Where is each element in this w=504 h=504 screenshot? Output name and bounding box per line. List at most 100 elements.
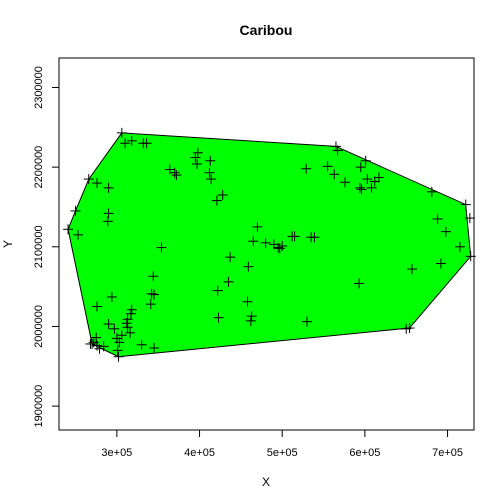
data-point — [369, 176, 380, 187]
data-point — [85, 338, 96, 349]
data-point — [329, 169, 340, 180]
data-point — [171, 170, 182, 181]
data-point — [404, 323, 415, 334]
data-point — [426, 186, 437, 197]
data-point — [149, 342, 160, 353]
data-point — [126, 135, 137, 146]
data-point — [454, 241, 465, 252]
data-point — [252, 221, 263, 232]
data-point — [120, 138, 131, 149]
data-point — [260, 237, 271, 248]
data-point — [223, 276, 234, 287]
data-point — [273, 242, 284, 253]
data-point — [149, 289, 160, 300]
data-point — [332, 145, 343, 156]
data-point — [302, 316, 313, 327]
y-tick-label: 2100000 — [33, 225, 45, 268]
data-point — [362, 174, 373, 185]
y-tick-label: 2200000 — [33, 146, 45, 189]
data-point — [206, 174, 217, 185]
data-point — [360, 155, 371, 166]
data-point — [242, 296, 253, 307]
data-point — [440, 226, 451, 237]
data-point — [245, 315, 256, 326]
data-point — [122, 322, 133, 333]
data-point — [435, 258, 446, 269]
data-point — [83, 174, 94, 185]
y-axis-label: Y — [1, 240, 15, 248]
data-point — [217, 190, 228, 201]
data-point — [103, 319, 114, 330]
data-point — [355, 162, 366, 173]
x-tick-label: 6e+05 — [349, 447, 380, 459]
data-point — [243, 261, 254, 272]
data-point — [322, 161, 333, 172]
data-point — [212, 285, 223, 296]
data-point — [330, 141, 341, 152]
data-point — [73, 229, 84, 240]
data-point — [406, 264, 417, 275]
y-tick-label: 2000000 — [33, 305, 45, 348]
data-point — [92, 178, 103, 189]
data-point — [246, 311, 257, 322]
data-point — [63, 224, 74, 235]
data-point — [125, 327, 136, 338]
data-point — [277, 240, 288, 251]
data-point — [169, 167, 180, 178]
data-point — [205, 155, 216, 166]
y-tick-label: 1900000 — [33, 385, 45, 428]
data-point — [102, 216, 113, 227]
data-point — [91, 332, 102, 343]
x-tick-label: 3e+05 — [101, 447, 132, 459]
data-point — [225, 252, 236, 263]
x-axis-label: X — [262, 475, 270, 489]
x-tick-label: 5e+05 — [267, 447, 298, 459]
data-point — [70, 205, 81, 216]
data-point — [373, 172, 384, 183]
data-point — [141, 138, 152, 149]
data-point — [94, 343, 105, 354]
data-point — [112, 345, 123, 356]
data-point — [340, 177, 351, 188]
data-point — [204, 167, 215, 178]
data-point — [145, 299, 156, 310]
data-point — [109, 323, 120, 334]
x-tick-label: 4e+05 — [184, 447, 215, 459]
data-point — [192, 158, 203, 169]
data-point — [113, 351, 124, 362]
data-point — [366, 182, 377, 193]
chart-title: Caribou — [240, 22, 293, 38]
y-tick-label: 2300000 — [33, 66, 45, 109]
data-point — [190, 152, 201, 163]
data-point — [121, 318, 132, 329]
data-point — [354, 278, 365, 289]
data-point — [354, 182, 365, 193]
x-axis: 3e+05 4e+05 5e+05 6e+05 7e+05 — [101, 429, 463, 459]
data-point — [192, 147, 203, 158]
data-point — [92, 301, 103, 312]
data-point — [103, 182, 114, 193]
data-point — [116, 127, 127, 138]
data-point — [136, 339, 147, 350]
data-point — [114, 337, 125, 348]
data-point — [248, 236, 259, 247]
data-point — [126, 304, 137, 315]
data-point — [98, 341, 109, 352]
data-point — [309, 232, 320, 243]
data-point — [464, 213, 475, 224]
y-axis: 1900000 2000000 2100000 2200000 2300000 — [33, 66, 60, 428]
data-point — [213, 312, 224, 323]
data-point — [148, 271, 159, 282]
data-point — [301, 163, 312, 174]
data-point — [211, 195, 222, 206]
data-point — [460, 199, 471, 210]
data-point — [103, 208, 114, 219]
data-point — [289, 231, 300, 242]
data-point — [156, 242, 167, 253]
data-point — [432, 213, 443, 224]
data-point — [146, 288, 157, 299]
data-point — [356, 184, 367, 195]
points-layer — [63, 127, 476, 362]
data-point — [111, 333, 122, 344]
